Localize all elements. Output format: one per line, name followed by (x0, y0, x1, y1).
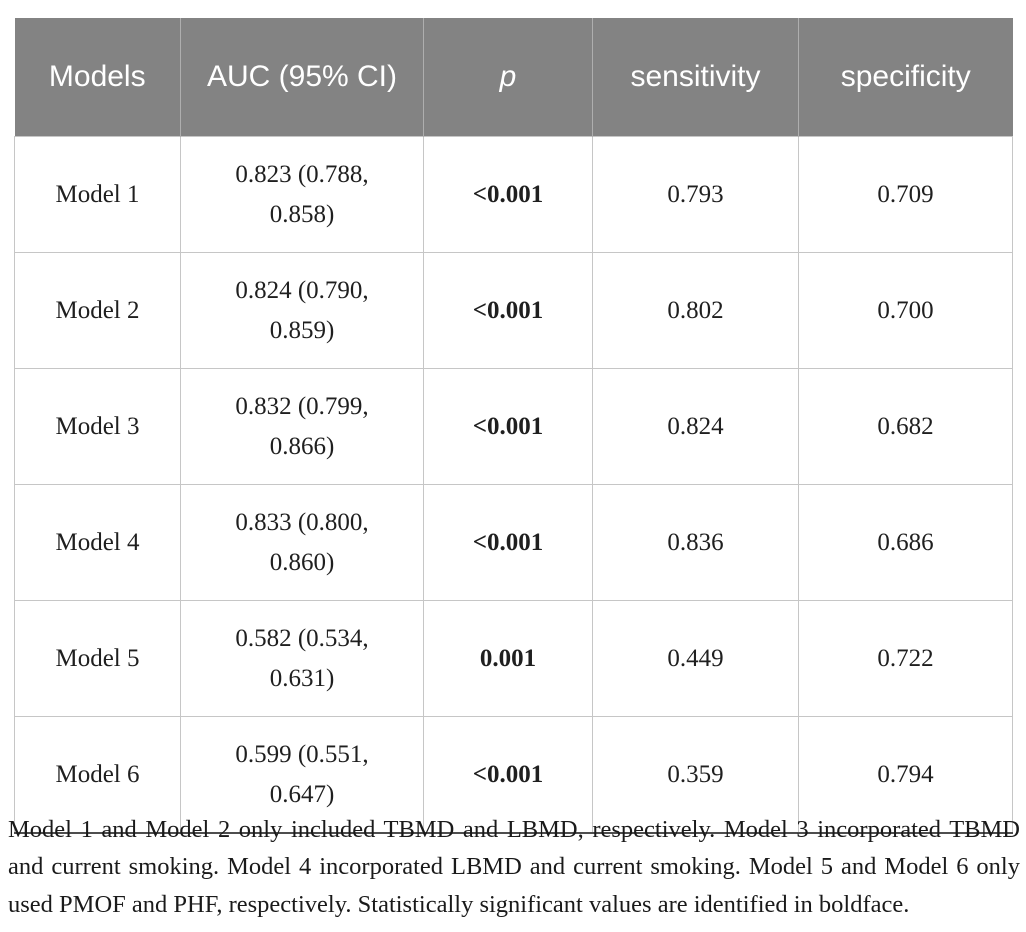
table-row-model-2: Model 2 0.824 (0.790, 0.859) <0.001 0.80… (14, 252, 1013, 369)
table-row-model-4: Model 4 0.833 (0.800, 0.860) <0.001 0.83… (14, 484, 1013, 601)
cell-sensitivity: 0.359 (592, 716, 799, 834)
cell-model: Model 4 (14, 484, 181, 601)
col-header-sensitivity: sensitivity (592, 18, 799, 137)
table-body: Model 1 0.823 (0.788, 0.858) <0.001 0.79… (14, 136, 1013, 834)
cell-auc: 0.599 (0.551, 0.647) (180, 716, 424, 834)
table-row-model-3: Model 3 0.832 (0.799, 0.866) <0.001 0.82… (14, 368, 1013, 485)
header-row: Models AUC (95% CI) p sensitivity specif… (14, 18, 1013, 137)
cell-auc: 0.582 (0.534, 0.631) (180, 600, 424, 717)
cell-auc: 0.833 (0.800, 0.860) (180, 484, 424, 601)
cell-specificity: 0.686 (798, 484, 1013, 601)
cell-p-value: <0.001 (423, 368, 593, 485)
cell-specificity: 0.722 (798, 600, 1013, 717)
cell-p-value: 0.001 (423, 600, 593, 717)
cell-model: Model 6 (14, 716, 181, 834)
cell-specificity: 0.709 (798, 136, 1013, 253)
cell-sensitivity: 0.449 (592, 600, 799, 717)
col-header-p: p (423, 18, 593, 137)
results-table: Models AUC (95% CI) p sensitivity specif… (14, 18, 1013, 834)
table-row-model-5: Model 5 0.582 (0.534, 0.631) 0.001 0.449… (14, 600, 1013, 717)
cell-specificity: 0.682 (798, 368, 1013, 485)
col-header-specificity: specificity (798, 18, 1013, 137)
table-row-model-1: Model 1 0.823 (0.788, 0.858) <0.001 0.79… (14, 136, 1013, 253)
cell-model: Model 5 (14, 600, 181, 717)
cell-model: Model 2 (14, 252, 181, 369)
table-header: Models AUC (95% CI) p sensitivity specif… (14, 18, 1013, 137)
table-row-model-6: Model 6 0.599 (0.551, 0.647) <0.001 0.35… (14, 716, 1013, 834)
cell-sensitivity: 0.836 (592, 484, 799, 601)
col-header-models: Models (14, 18, 181, 137)
cell-auc: 0.823 (0.788, 0.858) (180, 136, 424, 253)
cell-model: Model 3 (14, 368, 181, 485)
cell-auc: 0.824 (0.790, 0.859) (180, 252, 424, 369)
cell-sensitivity: 0.793 (592, 136, 799, 253)
cell-sensitivity: 0.824 (592, 368, 799, 485)
cell-p-value: <0.001 (423, 252, 593, 369)
cell-p-value: <0.001 (423, 716, 593, 834)
table-footnote: Model 1 and Model 2 only included TBMD a… (8, 815, 1020, 919)
col-header-auc: AUC (95% CI) (180, 18, 424, 137)
cell-model: Model 1 (14, 136, 181, 253)
cell-sensitivity: 0.802 (592, 252, 799, 369)
cell-specificity: 0.794 (798, 716, 1013, 834)
cell-specificity: 0.700 (798, 252, 1013, 369)
cell-p-value: <0.001 (423, 484, 593, 601)
cell-auc: 0.832 (0.799, 0.866) (180, 368, 424, 485)
cell-p-value: <0.001 (423, 136, 593, 253)
